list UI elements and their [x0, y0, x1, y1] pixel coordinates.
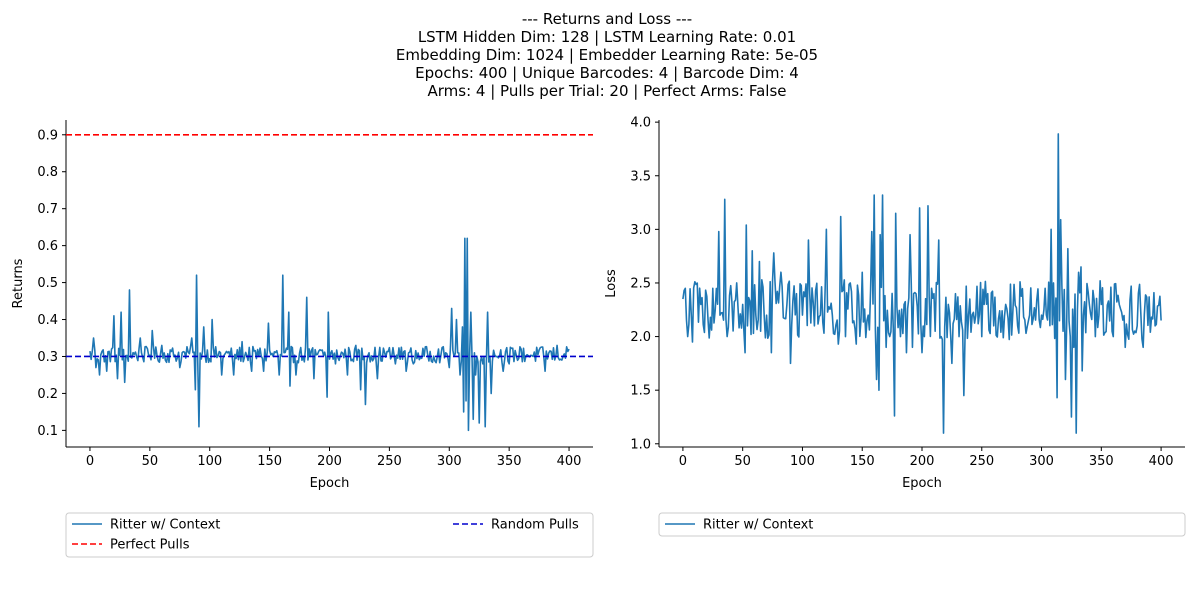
returns-ytick-label: 0.5: [37, 276, 58, 291]
returns-xtick-label: 0: [86, 454, 94, 469]
returns-xtick-label: 200: [317, 454, 342, 469]
loss-xtick-label: 200: [910, 454, 935, 469]
returns-xtick-label: 150: [257, 454, 282, 469]
returns-ytick-label: 0.9: [37, 128, 58, 143]
suptitle-line-3: Embedding Dim: 1024 | Embedder Learning …: [396, 46, 818, 64]
returns-ytick-label: 0.6: [37, 239, 58, 254]
returns-xtick-label: 250: [377, 454, 402, 469]
loss-ytick-label: 1.5: [630, 384, 651, 399]
returns-xtick-label: 350: [497, 454, 522, 469]
loss-xtick-label: 150: [850, 454, 875, 469]
loss-xtick-label: 50: [734, 454, 751, 469]
loss-xtick-label: 0: [679, 454, 687, 469]
loss-xtick-label: 400: [1149, 454, 1174, 469]
returns-legend: Ritter w/ Context Perfect Pulls Random Pul…: [65, 512, 594, 558]
loss-x-axis-label: Epoch: [902, 476, 942, 491]
loss-xtick-label: 300: [1029, 454, 1054, 469]
suptitle-line-4: Epochs: 400 | Unique Barcodes: 4 | Barco…: [415, 64, 799, 82]
returns-y-axis-label: Returns: [11, 258, 26, 308]
loss-ytick-label: 3.0: [630, 223, 651, 238]
returns-xtick-label: 100: [197, 454, 222, 469]
returns-xtick-label: 300: [437, 454, 462, 469]
suptitle-line-5: Arms: 4 | Pulls per Trial: 20 | Perfect …: [428, 82, 787, 100]
loss-ytick-label: 2.0: [630, 330, 651, 345]
suptitle-line-2: LSTM Hidden Dim: 128 | LSTM Learning Rat…: [418, 28, 796, 46]
loss-ritter-series-line: [682, 133, 1162, 434]
returns-axes: 0 50 100 150 200 250 300 350 400 0.1 0.2 0.3 0.4 0.5 0…: [11, 120, 593, 491]
returns-ytick-label: 0.2: [37, 387, 58, 402]
loss-xtick-label: 100: [790, 454, 815, 469]
loss-legend-frame: [658, 512, 1186, 537]
loss-ytick-label: 3.5: [630, 169, 651, 184]
loss-ytick-label: 1.0: [630, 437, 651, 452]
returns-ytick-label: 0.4: [37, 313, 58, 328]
returns-legend-label: Ritter w/ Context: [110, 518, 220, 533]
loss-y-axis-label: Loss: [604, 269, 619, 298]
suptitle-line-1: --- Returns and Loss ---: [522, 10, 692, 28]
loss-ytick-label: 2.5: [630, 276, 651, 291]
loss-legend: Ritter w/ Context: [658, 512, 1186, 537]
suptitle: --- Returns and Loss --- LSTM Hidden Dim…: [396, 10, 818, 100]
loss-ytick-label: 4.0: [630, 116, 651, 131]
returns-xtick-label: 400: [557, 454, 582, 469]
returns-ytick-label: 0.3: [37, 350, 58, 365]
returns-legend-label: Random Pulls: [491, 518, 579, 533]
returns-xtick-label: 50: [142, 454, 159, 469]
loss-legend-label: Ritter w/ Context: [703, 518, 813, 533]
returns-x-axis-label: Epoch: [310, 476, 350, 491]
loss-xtick-label: 250: [969, 454, 994, 469]
returns-ytick-label: 0.8: [37, 165, 58, 180]
returns-ytick-label: 0.7: [37, 202, 58, 217]
returns-ritter-series-line: [89, 237, 570, 432]
loss-xtick-label: 350: [1089, 454, 1114, 469]
returns-legend-frame: [65, 512, 594, 558]
returns-legend-label: Perfect Pulls: [110, 538, 190, 553]
returns-ytick-label: 0.1: [37, 424, 58, 439]
loss-axes: 0 50 100 150 200 250 300 350 400 1.0 1.5 2.0 2.5 3.0 3…: [604, 116, 1185, 491]
